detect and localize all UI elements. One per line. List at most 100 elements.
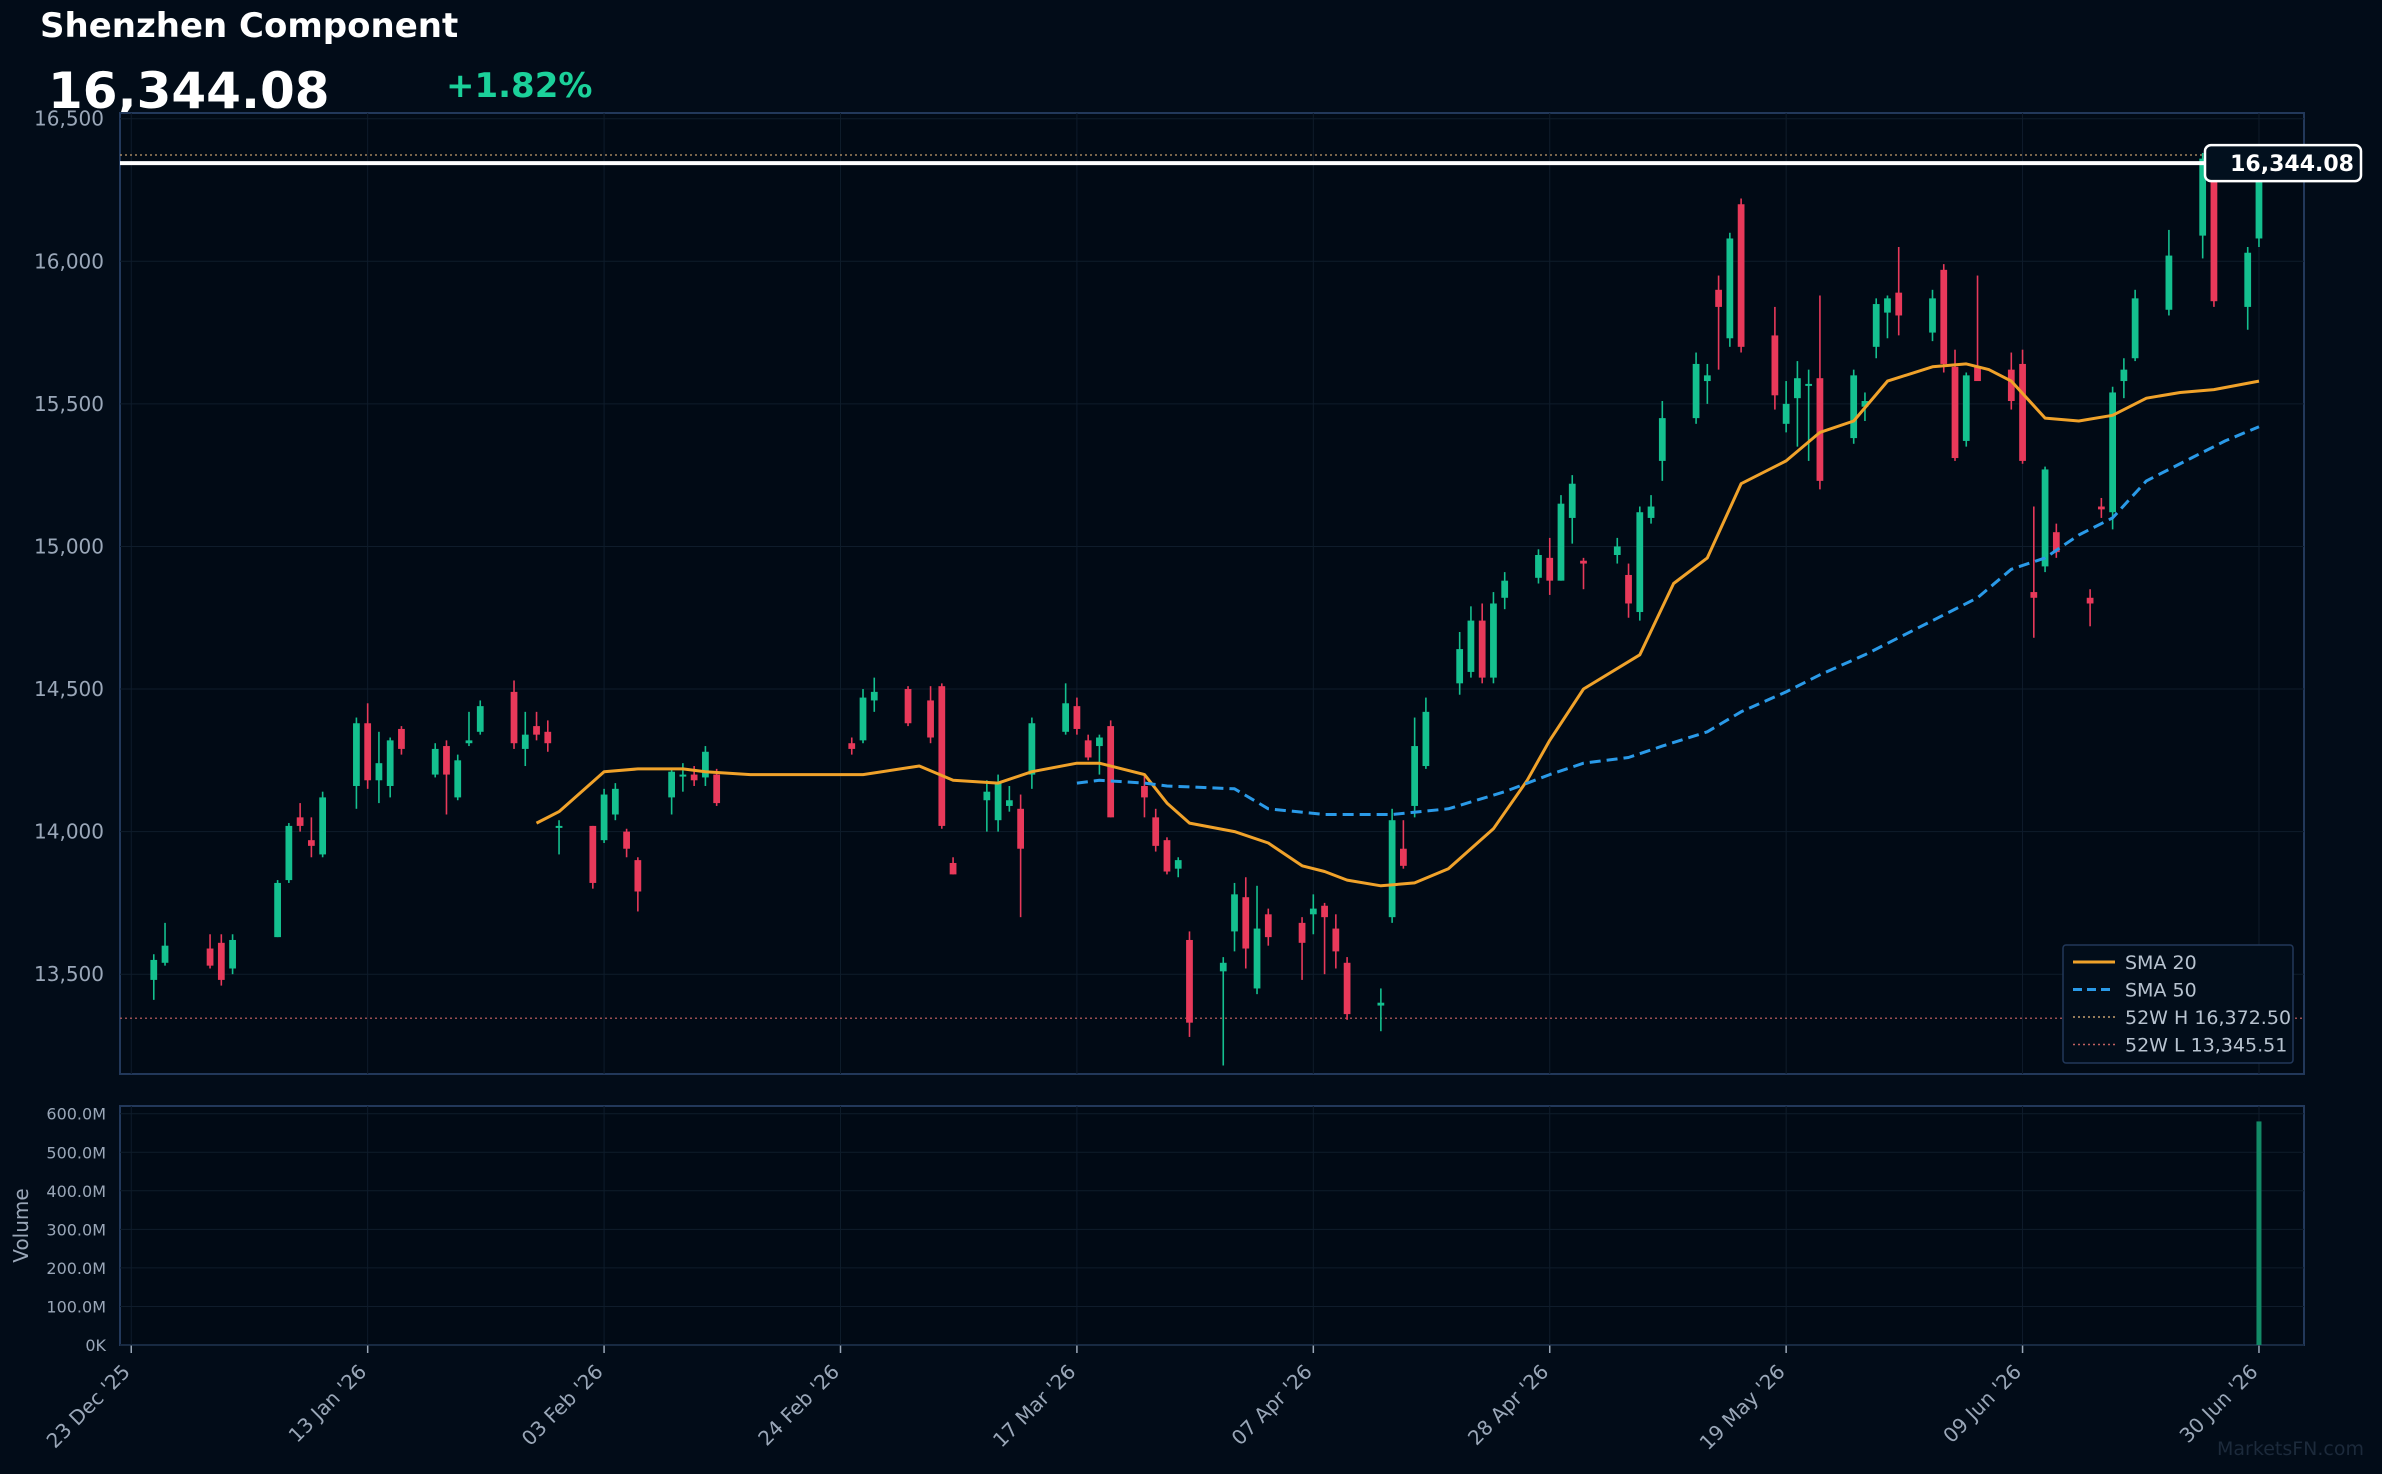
- candle: [150, 954, 158, 1000]
- candle: [1186, 931, 1193, 1037]
- candle-body: [2244, 252, 2252, 307]
- candle-body: [1703, 375, 1711, 382]
- candle-body: [544, 731, 552, 744]
- candle-body: [589, 825, 597, 883]
- candle-body: [465, 740, 473, 744]
- candle: [398, 726, 405, 755]
- candle: [386, 737, 394, 798]
- candle: [274, 880, 281, 938]
- x-tick-label: 13 Jan '26: [284, 1360, 372, 1448]
- candle: [1411, 717, 1419, 818]
- candle: [983, 780, 991, 832]
- legend-label: SMA 50: [2125, 980, 2197, 1002]
- candle: [1062, 683, 1070, 735]
- candle: [1568, 475, 1576, 544]
- candle-body: [1332, 928, 1340, 952]
- candle: [1580, 557, 1587, 590]
- candle-body: [1073, 706, 1081, 729]
- candle: [1298, 917, 1306, 980]
- candle-body: [353, 723, 360, 786]
- candle-body: [1861, 401, 1869, 407]
- candle-body: [521, 734, 529, 749]
- candle: [465, 711, 473, 747]
- candle: [555, 820, 563, 855]
- candle-body: [1174, 860, 1182, 869]
- candle-body: [2041, 469, 2049, 567]
- candle: [1096, 734, 1103, 775]
- candle: [217, 934, 225, 986]
- candle-body: [1951, 366, 1959, 459]
- candle: [859, 689, 867, 744]
- candle-body: [949, 862, 957, 875]
- candle-body: [1658, 418, 1666, 461]
- candle-body: [1962, 375, 1970, 441]
- candle: [2086, 589, 2094, 627]
- candle: [1794, 361, 1801, 447]
- candle-body: [1557, 503, 1565, 581]
- candle-body: [1298, 922, 1306, 943]
- candle: [1737, 198, 1745, 353]
- candle-body: [938, 686, 946, 826]
- candle-body: [1152, 817, 1160, 846]
- volume-panel: [119, 1105, 2305, 1346]
- candle-body: [1940, 269, 1948, 364]
- candle-body: [1794, 378, 1801, 399]
- candle: [1107, 720, 1115, 818]
- candle-body: [859, 697, 867, 741]
- candle-body: [510, 691, 518, 744]
- candle: [1974, 275, 1981, 382]
- candle-body: [1895, 292, 1903, 316]
- candle-body: [2007, 369, 2015, 402]
- y-tick-label: 15,500: [34, 392, 104, 416]
- candle-body: [476, 706, 484, 732]
- candle: [1174, 857, 1182, 878]
- candle-body: [217, 942, 225, 980]
- candle: [2041, 466, 2049, 573]
- candle-body: [1107, 726, 1115, 818]
- volume-tick-label: 0K: [85, 1336, 106, 1355]
- x-tick-label: 23 Dec '25: [42, 1360, 135, 1453]
- candle-body: [308, 840, 315, 846]
- candle-body: [1141, 785, 1148, 798]
- candle-body: [1726, 238, 1734, 339]
- candle-body: [1186, 939, 1193, 1023]
- candle: [1895, 247, 1903, 336]
- candle: [1951, 349, 1959, 461]
- candle-body: [1456, 649, 1464, 684]
- candle: [308, 817, 315, 858]
- candle-body: [2131, 298, 2139, 359]
- candle: [1028, 717, 1036, 789]
- candle: [1771, 306, 1779, 410]
- candle-body: [904, 689, 912, 724]
- candle-body: [1017, 808, 1024, 849]
- candle-body: [555, 825, 563, 828]
- candle-body: [274, 882, 281, 938]
- candle-body: [1242, 897, 1250, 949]
- candle-body: [1490, 603, 1497, 678]
- candle-body: [285, 825, 293, 881]
- y-tick-label: 15,000: [34, 534, 104, 558]
- candle-body: [1636, 512, 1644, 613]
- volume-axis-label: Volume: [9, 1188, 33, 1262]
- candle-body: [713, 774, 721, 804]
- candle: [1501, 572, 1509, 610]
- y-tick-label: 13,500: [34, 962, 104, 986]
- candle-body: [623, 831, 630, 849]
- candle: [1535, 549, 1542, 584]
- candle-body: [1377, 1002, 1385, 1006]
- candle-body: [229, 939, 236, 969]
- candle: [949, 857, 957, 875]
- candle: [668, 768, 676, 815]
- candle: [1332, 914, 1340, 969]
- candle: [476, 700, 484, 735]
- candle: [1456, 631, 1464, 695]
- candle: [2131, 289, 2139, 362]
- candle: [713, 768, 721, 806]
- candle: [600, 788, 608, 844]
- candle-body: [1253, 928, 1261, 989]
- last-price: 16,344.08: [48, 62, 330, 120]
- candle: [1084, 734, 1092, 761]
- candle: [206, 934, 214, 969]
- candle-body: [2086, 597, 2094, 604]
